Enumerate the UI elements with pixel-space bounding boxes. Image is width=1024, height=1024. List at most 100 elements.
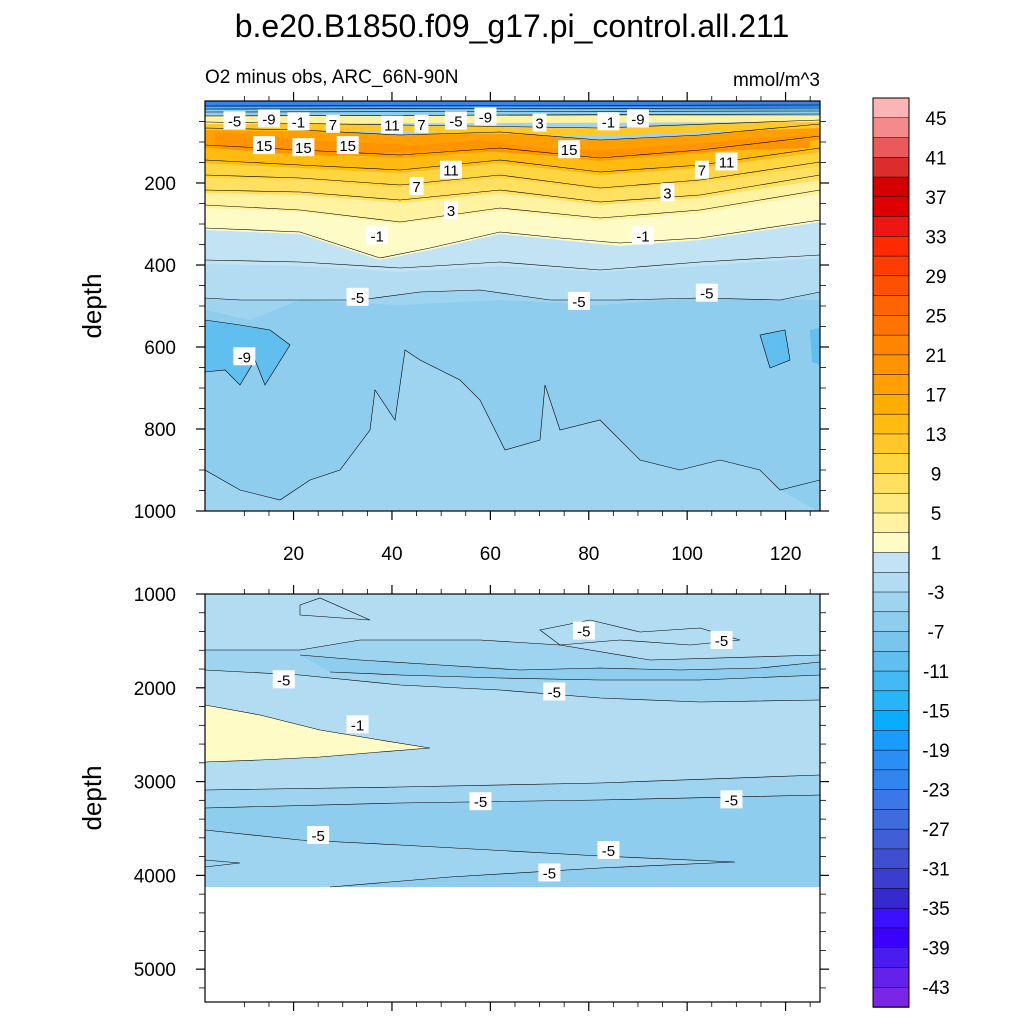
colorbar-swatch (872, 137, 910, 159)
colorbar-swatch (872, 552, 910, 574)
colorbar-swatch (872, 789, 910, 811)
colorbar-swatch (872, 295, 910, 317)
upper-contour-label: -9 (631, 111, 644, 128)
upper-contour-label-box (414, 114, 429, 133)
colorbar-label: -39 (922, 939, 949, 960)
colorbar-swatch (872, 907, 910, 929)
colorbar-swatch (872, 394, 910, 415)
colorbar-swatch (872, 947, 910, 969)
colorbar-swatch (872, 986, 910, 1008)
upper-contour-label-box (444, 200, 458, 219)
colorbar-swatch (872, 334, 910, 356)
colorbar-swatch (872, 591, 910, 613)
colorbar-swatch (872, 749, 910, 771)
upper-contour-label: -5 (700, 286, 713, 303)
colorbar-swatch (872, 730, 910, 751)
colorbar-swatch (872, 275, 910, 297)
colorbar-swatch (872, 769, 910, 791)
colorbar-label: -31 (922, 860, 949, 881)
upper-contour-label-box (558, 140, 581, 159)
lower-contour-labels: -5 -5 -5 -5 -1 -5 -5 -5 -5 -5 (272, 621, 743, 883)
upper-contour-label-box (660, 183, 675, 202)
lower-contour-fill (205, 594, 820, 1002)
colorbar-swatch (872, 809, 910, 830)
colorbar-swatch (872, 572, 910, 593)
lower-contour-label-box (272, 670, 295, 689)
upper-contour-label-box (287, 112, 310, 131)
x-tick-label: 20 (283, 544, 304, 565)
colorbar-swatch (872, 176, 910, 198)
colorbar-label: -15 (922, 702, 949, 723)
upper-contour-label: -1 (636, 228, 649, 245)
lower-contour-label: -5 (277, 672, 290, 689)
lower-contour-label: -5 (602, 843, 615, 860)
lower-contour-label: -5 (715, 633, 728, 650)
lower-x-axis (243, 585, 811, 1011)
y-tick-label: 800 (144, 420, 176, 441)
upper-contour-label-box (440, 160, 462, 179)
upper-contour-label-box (597, 112, 620, 131)
colorbar-frame (872, 97, 910, 1008)
upper-contour-label-box (532, 113, 547, 132)
y-tick-label: 1000 (134, 585, 176, 606)
upper-contour-label-box (253, 136, 276, 155)
upper-contour-label: -1 (292, 114, 305, 131)
upper-contour-label: 3 (447, 203, 455, 220)
colorbar-label: 5 (931, 504, 942, 525)
upper-contour-label-box (567, 291, 590, 310)
colorbar-label: 37 (925, 188, 946, 209)
upper-contour-label-box (631, 226, 654, 245)
x-tick-label: 80 (578, 544, 599, 565)
upper-contour-label-box (223, 111, 246, 130)
colorbar-label: -23 (922, 781, 949, 802)
colorbar-label: -11 (923, 662, 949, 683)
colorbar-swatch (872, 868, 910, 890)
colorbar-swatch (872, 828, 910, 850)
upper-y-axis-title: depth (77, 273, 107, 338)
upper-contour-label: 7 (412, 179, 420, 196)
lower-contour-label: -5 (543, 866, 556, 883)
y-tick-label: 3000 (134, 773, 176, 794)
upper-contour-label: 3 (535, 116, 543, 133)
upper-contour-label: -9 (479, 109, 492, 126)
colorbar-swatch (872, 216, 910, 238)
x-tick-label: 40 (381, 544, 402, 565)
upper-contour-label-box (380, 115, 403, 134)
lower-y-axis-title: depth (77, 765, 107, 830)
upper-contour-label-box (233, 347, 256, 366)
colorbar-swatch (872, 670, 910, 692)
colorbar-label: -19 (922, 741, 949, 762)
x-tick-label: 120 (770, 544, 802, 565)
upper-contour-label: 11 (443, 163, 459, 180)
upper-contour-label: 11 (384, 118, 400, 135)
colorbar-swatch (872, 631, 910, 653)
colorbar-label: 29 (925, 267, 946, 288)
colorbar-swatch (872, 651, 910, 672)
upper-contour-label: 7 (698, 163, 706, 180)
colorbar-swatch (872, 492, 910, 514)
colorbar-swatch (872, 255, 910, 277)
colorbar-label: 21 (925, 346, 946, 367)
upper-contour-label: -5 (449, 114, 462, 131)
lower-plot-frame (204, 593, 821, 1003)
colorbar-label: 13 (925, 425, 946, 446)
upper-contour-label-box (292, 138, 315, 157)
colorbar-swatch (872, 97, 910, 119)
colorbar: 45 41 37 33 29 25 21 17 13 9 5 1 -3 -7 -11 -15 -19 -23 -27… (872, 97, 950, 1008)
upper-contour-label: 15 (295, 140, 312, 157)
upper-contour-label: 11 (719, 155, 735, 172)
lower-contour-label-box (469, 792, 492, 811)
colorbar-swatch (872, 236, 910, 257)
lower-contour-label-box (307, 825, 330, 844)
upper-contour-label-box (695, 283, 718, 302)
upper-contour-label: 7 (417, 117, 425, 134)
upper-contour-label-box (444, 111, 467, 130)
colorbar-swatch (872, 927, 910, 949)
colorbar-swatch (872, 315, 910, 336)
lower-contour-label-box (346, 715, 369, 734)
colorbar-swatch (872, 354, 910, 376)
lower-contour-label: -5 (577, 624, 590, 641)
upper-contour-label: -1 (371, 228, 384, 245)
